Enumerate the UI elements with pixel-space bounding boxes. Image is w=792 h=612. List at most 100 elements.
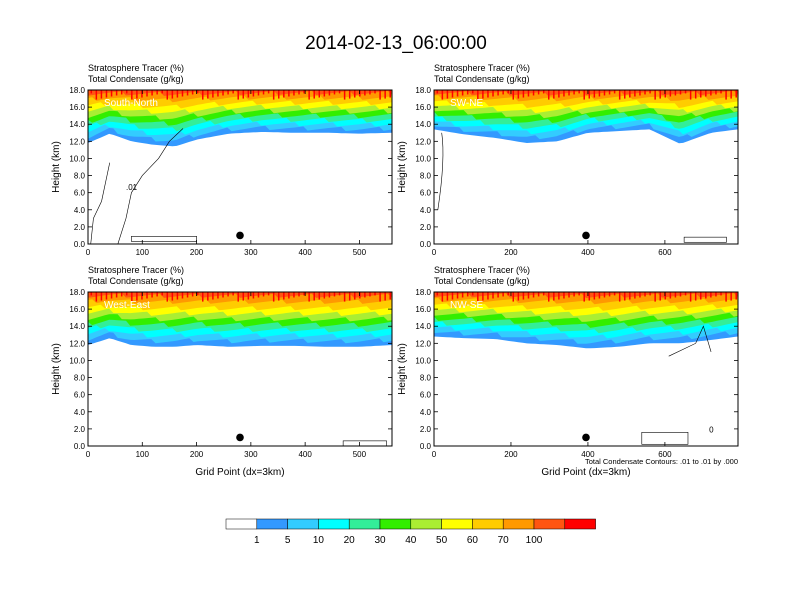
x-tick-label: 200 (504, 450, 518, 459)
location-marker (582, 231, 590, 240)
tracer-streak (705, 292, 707, 299)
tracer-field (434, 90, 738, 243)
y-tick-label: 10.0 (69, 154, 85, 163)
tracer-streak (328, 90, 331, 96)
tracer-streak (446, 90, 449, 99)
tracer-streak (451, 292, 454, 300)
tracer-streak (583, 292, 585, 302)
tracer-streak (613, 292, 616, 296)
tracer-streak (613, 90, 616, 94)
tracer-streak (502, 90, 504, 95)
tracer-streak (247, 292, 250, 300)
panel-label: South-North (104, 98, 158, 109)
tracer-streak (497, 292, 499, 298)
tracer-band (434, 90, 738, 96)
tracer-streak (156, 90, 158, 95)
x-tick-label: 400 (581, 450, 595, 459)
tracer-streak (598, 292, 601, 299)
tracer-streak (482, 90, 484, 99)
tracer-streak (181, 90, 184, 97)
y-tick-label: 14.0 (69, 120, 85, 129)
tracer-streak (679, 90, 682, 95)
tracer-streak (100, 292, 103, 301)
tracer-streak (267, 90, 270, 94)
tracer-streak (466, 292, 469, 297)
tracer-streak (257, 292, 260, 298)
tracer-streak (451, 90, 454, 98)
tracer-streak (146, 90, 148, 97)
tracer-streak (568, 90, 570, 96)
tracer-streak (461, 292, 464, 298)
tracer-streak (369, 90, 371, 95)
colorbar-box (472, 518, 504, 530)
tracer-top-streaks (436, 90, 737, 100)
tracer-streak (507, 292, 509, 296)
y-tick-label: 18.0 (69, 288, 85, 297)
tracer-streak (659, 90, 661, 99)
tracer-streak (730, 90, 732, 99)
tracer-streak (303, 90, 305, 94)
tracer-streak (196, 292, 199, 296)
tracer-streak (389, 292, 391, 300)
y-axis-label: Height (km) (397, 343, 408, 395)
tracer-streak (237, 90, 239, 100)
tracer-streak (313, 90, 315, 99)
tracer-field: 0 (434, 292, 738, 445)
ticks (433, 89, 738, 245)
tracer-streak (542, 90, 545, 94)
x-tick-label: 600 (658, 450, 672, 459)
x-tick-label: 400 (298, 450, 312, 459)
tracer-streak (578, 90, 580, 94)
tracer-streak (384, 292, 386, 301)
tracer-streak (272, 292, 275, 302)
colorbar-box (379, 518, 412, 530)
tracer-streak (522, 90, 525, 98)
panel-subtitle: Total Condensate (g/kg) (434, 276, 530, 286)
tracer-streak (634, 90, 636, 97)
tracer-field (88, 292, 392, 446)
tracer-streak (146, 292, 148, 299)
panel-label: SW-NE (450, 98, 483, 109)
colorbar-label: 1 (254, 535, 260, 546)
tracer-streak (593, 90, 596, 98)
tracer-streak (374, 90, 376, 94)
tracer-streak (532, 90, 535, 96)
tracer-streak (313, 292, 315, 301)
tracer-streak (689, 90, 692, 100)
tracer-streak (151, 292, 153, 298)
tracer-streak (354, 90, 356, 98)
tracer-streak (181, 292, 184, 299)
tracer-streak (487, 90, 489, 98)
y-tick-label: 18.0 (415, 86, 431, 95)
tracer-streak (323, 90, 326, 97)
plot-frame (433, 89, 739, 245)
plot-frame (433, 291, 739, 447)
panel-subtitle: Stratosphere Tracer (%) (434, 265, 530, 275)
tracer-streak (186, 90, 189, 96)
tracer-field: .01 (88, 90, 392, 244)
tracer-streak (176, 90, 179, 98)
colorbar-box (533, 518, 566, 530)
tracer-streak (684, 90, 687, 94)
tracer-streak (379, 292, 381, 302)
y-tick-label: 4.0 (420, 206, 432, 215)
tracer-streak (338, 90, 341, 94)
tracer-streak (477, 292, 479, 302)
tracer-streak (507, 90, 509, 94)
tracer-streak (161, 90, 163, 94)
tracer-streak (343, 292, 346, 302)
tracer-streak (196, 90, 199, 94)
location-marker (236, 231, 244, 240)
y-tick-label: 0.0 (420, 442, 432, 451)
tracer-streak (252, 90, 255, 97)
tracer-streak (191, 292, 194, 297)
x-tick-label: 0 (432, 248, 437, 257)
tracer-streak (278, 90, 280, 99)
tracer-streak (624, 90, 626, 99)
tracer-streak (262, 90, 265, 95)
tracer-streak (308, 90, 310, 100)
x-tick-label: 300 (244, 248, 258, 257)
location-marker (582, 433, 590, 442)
y-tick-label: 12.0 (415, 339, 431, 348)
y-tick-label: 6.0 (420, 391, 432, 400)
